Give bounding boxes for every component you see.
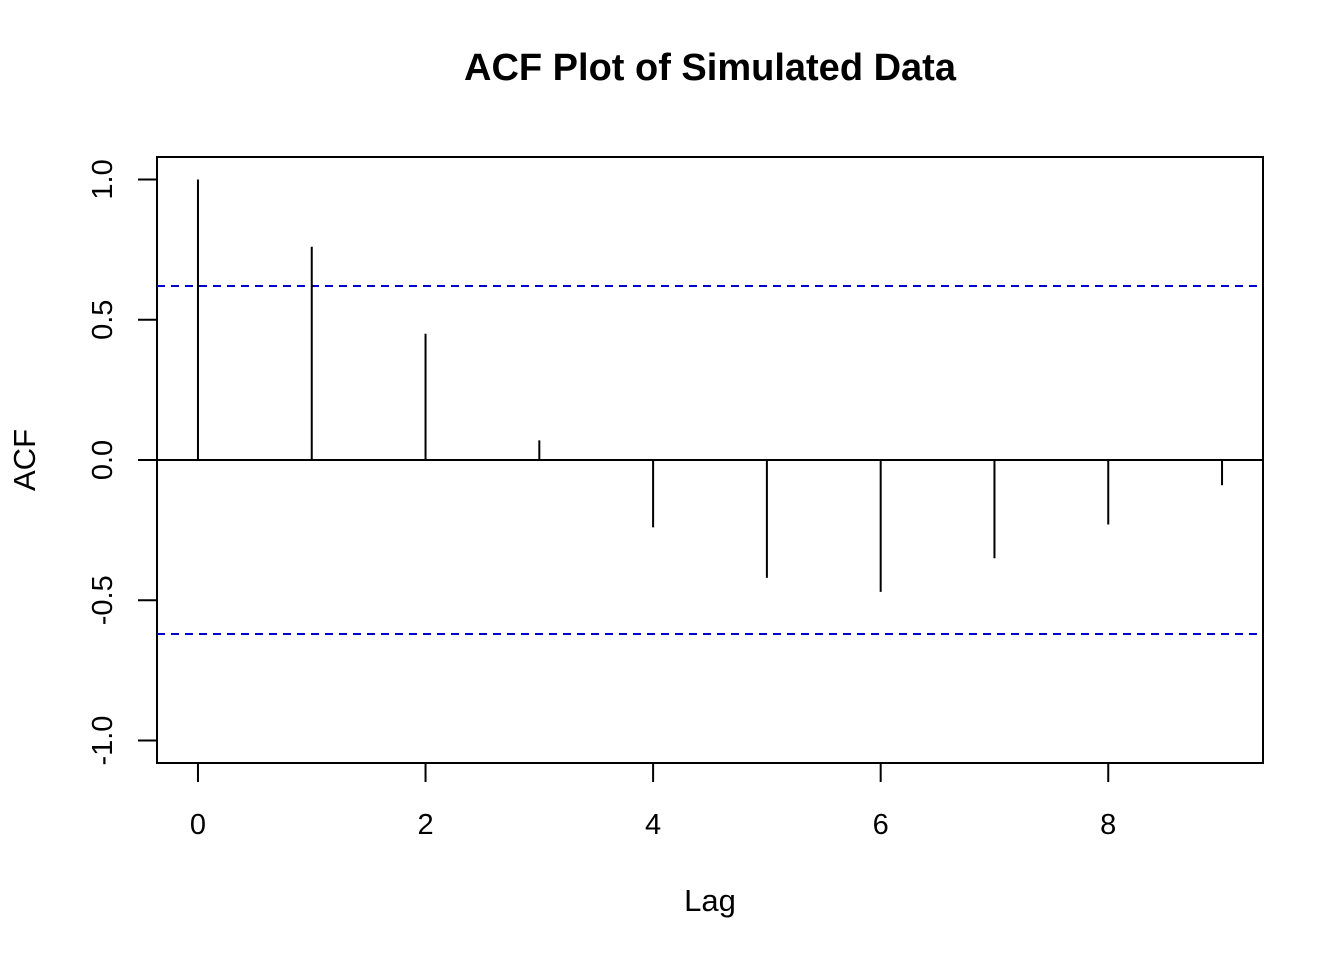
- x-axis-label: Lag: [684, 883, 736, 918]
- x-tick-label: 0: [190, 809, 206, 841]
- y-tick-label: -1.0: [87, 716, 119, 766]
- y-tick-label: 0.0: [87, 440, 119, 480]
- y-tick-label: -0.5: [87, 575, 119, 625]
- x-tick-label: 2: [417, 809, 433, 841]
- x-tick-label: 8: [1100, 809, 1116, 841]
- chart-title: ACF Plot of Simulated Data: [464, 47, 957, 89]
- y-tick-label: 0.5: [87, 300, 119, 340]
- acf-stems: [196, 179, 1224, 592]
- axis-ticks: 0 2 4 6 8 -1.0 -0.5 0.0 0.5 1.0: [87, 159, 1116, 841]
- x-tick-label: 4: [645, 809, 661, 841]
- confidence-bounds: [157, 285, 1263, 635]
- x-tick-label: 6: [873, 809, 889, 841]
- y-axis-label: ACF: [7, 429, 42, 491]
- y-tick-label: 1.0: [87, 159, 119, 199]
